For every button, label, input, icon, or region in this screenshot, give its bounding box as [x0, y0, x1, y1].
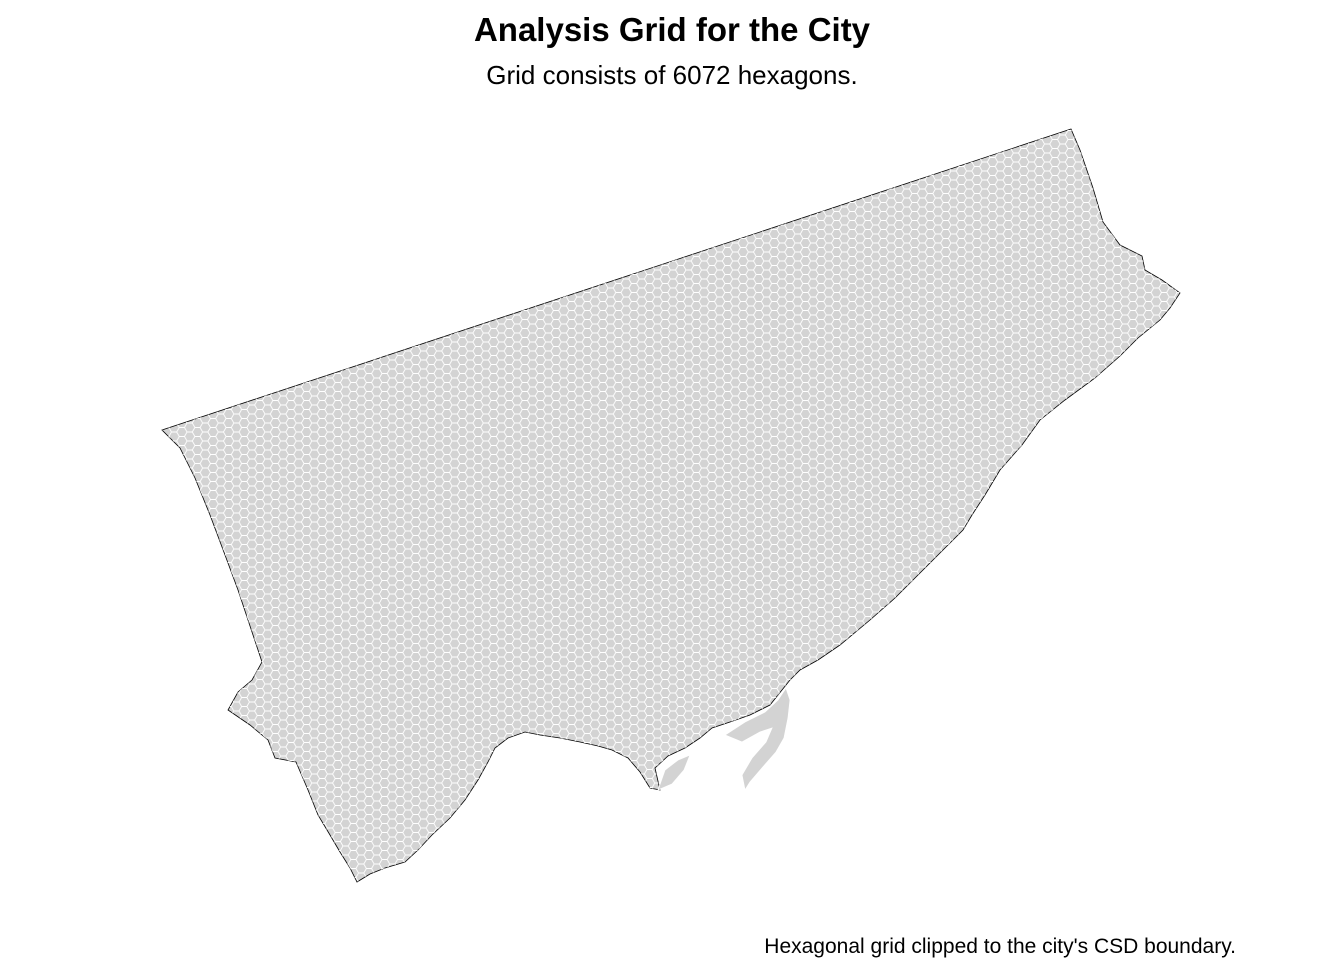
plot-caption: Hexagonal grid clipped to the city's CSD… [764, 935, 1236, 958]
spit-feature [657, 754, 691, 791]
plot-subtitle: Grid consists of 6072 hexagons. [486, 60, 858, 90]
toronto-islands [724, 687, 791, 792]
island-features [657, 687, 791, 792]
plot-title: Analysis Grid for the City [473, 11, 871, 48]
hex-grid-layer [162, 129, 1180, 882]
